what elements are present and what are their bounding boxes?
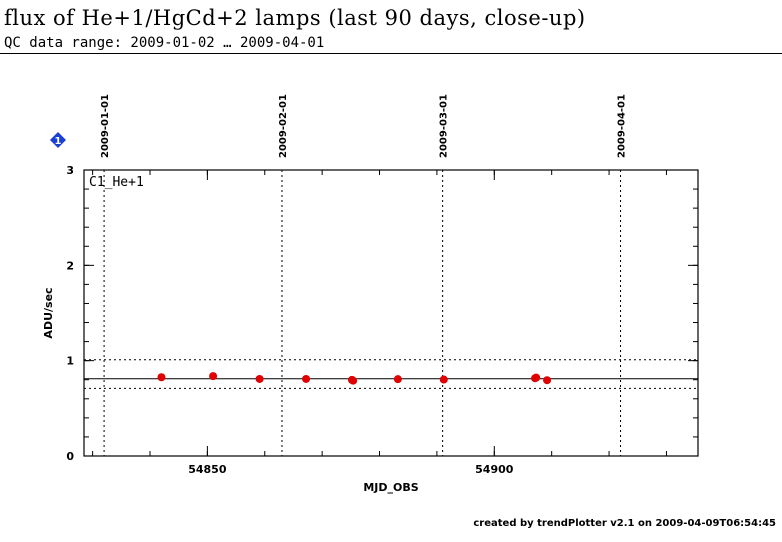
data-point: [209, 372, 218, 381]
x-tick-label: 54900: [475, 463, 514, 476]
plot-border: [83, 169, 699, 457]
data-point: [439, 375, 448, 384]
date-marker-label: 2009-02-01: [278, 94, 289, 158]
data-point: [157, 373, 166, 382]
chart-subtitle: QC data range: 2009-01-02 … 2009-04-01: [4, 35, 325, 51]
data-point: [349, 376, 358, 385]
axis-labels: 2009-01-01 2009-02-01 2009-03-01 2009-04-01…: [42, 94, 628, 494]
date-marker-label: 2009-03-01: [439, 94, 450, 158]
data-point: [302, 374, 311, 383]
panel-label: C1_He+1: [89, 175, 144, 190]
date-marker-label: 2009-04-01: [617, 94, 628, 158]
grid-layer: [84, 170, 698, 456]
y-tick-label: 0: [66, 450, 74, 463]
footer-credit: created by trendPlotter v2.1 on 2009-04-…: [473, 518, 776, 529]
y-tick-label: 3: [66, 164, 74, 177]
diamond-icon: 1: [50, 132, 66, 148]
x-tick-label: 54850: [188, 463, 227, 476]
data-point: [255, 374, 264, 383]
header-divider: [0, 53, 782, 54]
badge-label: 1: [55, 136, 62, 147]
data-point: [393, 375, 402, 384]
y-axis-title: ADU/sec: [42, 287, 55, 338]
data-points: [157, 372, 552, 385]
chart-title: flux of He+1/HgCd+2 lamps (last 90 days,…: [4, 6, 586, 30]
x-axis-title: MJD_OBS: [363, 481, 418, 494]
y-tick-label: 1: [66, 355, 74, 368]
plot-frame: [83, 169, 699, 457]
data-point: [532, 373, 541, 382]
y-tick-label: 2: [66, 259, 74, 272]
data-point: [543, 376, 552, 385]
date-marker-label: 2009-01-01: [100, 94, 111, 158]
